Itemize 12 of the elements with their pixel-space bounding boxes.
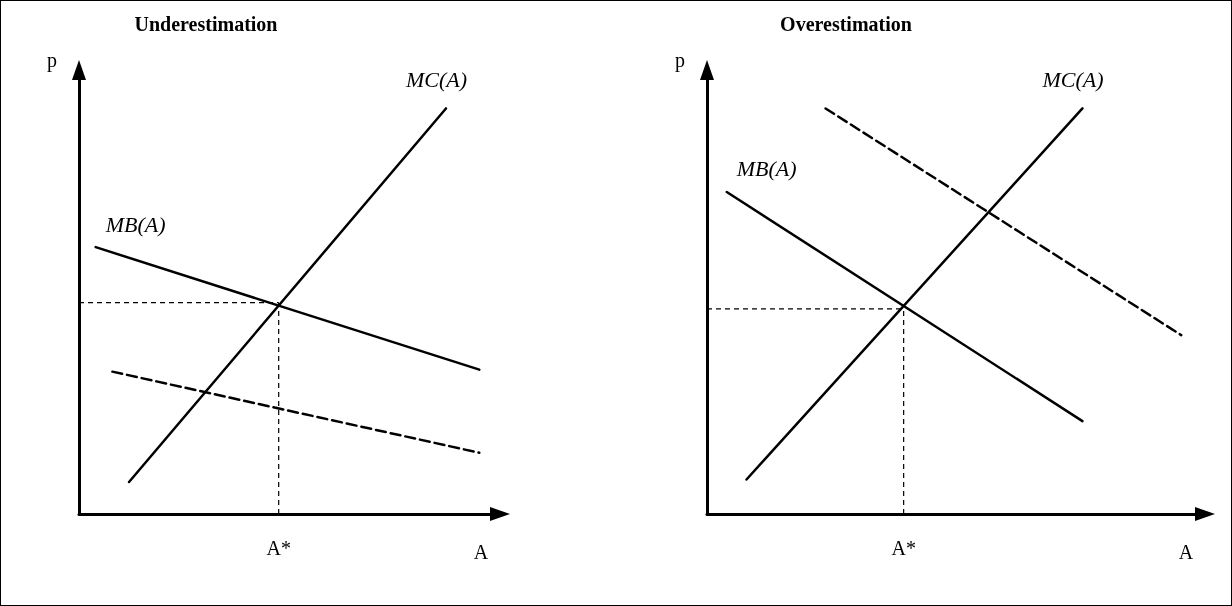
chart-title: Overestimation bbox=[780, 13, 912, 35]
y-axis-title: p bbox=[47, 49, 57, 72]
series-label: MC(A) bbox=[404, 66, 468, 92]
series-label: MB(A) bbox=[104, 211, 166, 237]
series-label: MB(A) bbox=[735, 156, 797, 182]
text: A* bbox=[266, 537, 291, 559]
chart-title: Underestimation bbox=[134, 13, 278, 35]
series-label: MC(A) bbox=[1041, 66, 1104, 92]
x-axis-title: A bbox=[1178, 541, 1194, 563]
text: A* bbox=[891, 537, 916, 559]
x-axis-title: A bbox=[473, 541, 489, 563]
y-axis-title: p bbox=[675, 49, 685, 72]
